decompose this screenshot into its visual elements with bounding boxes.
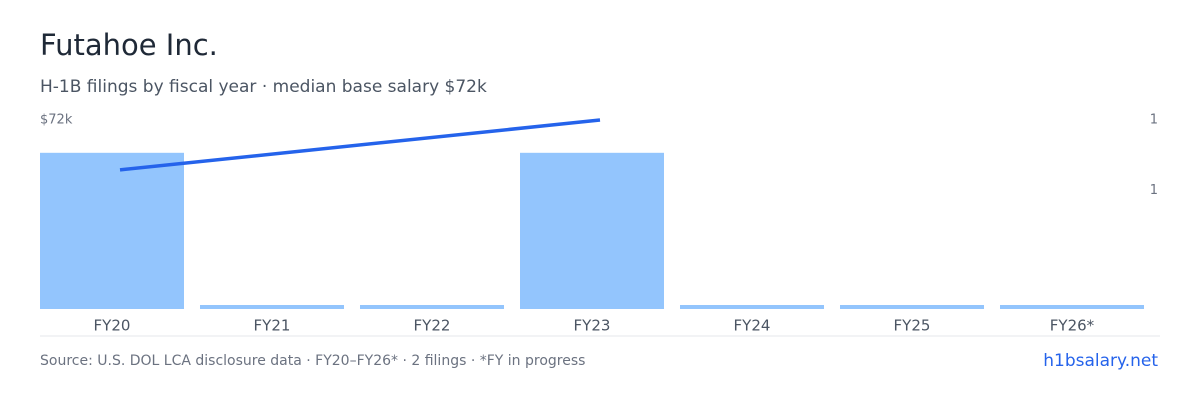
brand-link[interactable]: h1bsalary.net (1043, 351, 1158, 371)
bar (40, 152, 184, 309)
salary-line (119, 118, 601, 172)
x-tick-label: FY22 (414, 317, 451, 335)
y-tick-label: $72k (40, 113, 73, 128)
x-tick-label: FY26* (1050, 317, 1095, 335)
source-note: Source: U.S. DOL LCA disclosure data · F… (40, 353, 585, 369)
bar (680, 305, 824, 309)
x-tick-label: FY20 (94, 317, 131, 335)
bar (840, 305, 984, 309)
chart-title: Futahoe Inc. (40, 28, 218, 62)
bar (200, 305, 344, 309)
x-tick-label: FY21 (254, 317, 291, 335)
y2-tick-label: 1 (1150, 113, 1158, 128)
bar (360, 305, 504, 309)
x-tick-label: FY24 (734, 317, 771, 335)
x-tick-label: FY23 (574, 317, 611, 335)
bar (1000, 305, 1144, 309)
y2-tick-label: 1 (1150, 183, 1158, 198)
chart-subtitle: H-1B filings by fiscal year · median bas… (40, 77, 487, 97)
x-tick-label: FY25 (894, 317, 931, 335)
bar (520, 152, 664, 309)
